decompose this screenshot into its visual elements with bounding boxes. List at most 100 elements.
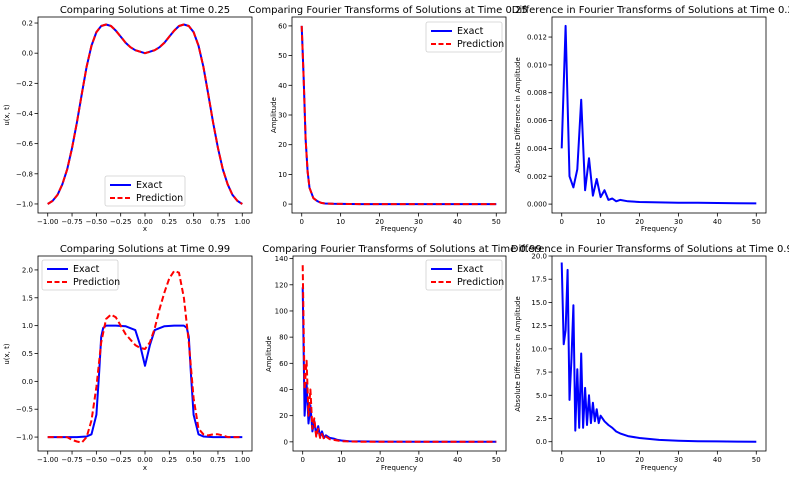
legend: Exact Prediction bbox=[41, 259, 120, 291]
panel-fourier-t099: Comparing Fourier Transforms of Solution… bbox=[262, 244, 541, 472]
y-axis-label: Amplitude bbox=[265, 336, 273, 372]
y-axis-label: u(x, t) bbox=[3, 104, 11, 126]
x-tick-label: −0.50 bbox=[86, 218, 107, 226]
y-tick-label: −1.0 bbox=[16, 200, 33, 208]
y-tick-label: 10 bbox=[278, 171, 287, 179]
y-tick-label: −0.6 bbox=[16, 140, 34, 148]
panel-difference-t025: Difference in Fourier Transforms of Solu… bbox=[512, 5, 789, 233]
y-tick-label: 60 bbox=[279, 360, 288, 368]
y-tick-label: 20 bbox=[278, 141, 287, 149]
legend-label-prediction: Prediction bbox=[73, 277, 120, 288]
x-tick-label: 0.25 bbox=[162, 456, 178, 464]
x-tick-label: 40 bbox=[713, 456, 722, 464]
x-axis-label: x bbox=[143, 464, 147, 472]
axes-frame bbox=[551, 16, 767, 214]
x-tick-label: 20 bbox=[376, 456, 385, 464]
panel-title: Comparing Solutions at Time 0.25 bbox=[60, 5, 230, 16]
x-tick-label: 30 bbox=[674, 218, 683, 226]
x-tick-label: 40 bbox=[453, 218, 462, 226]
panel-title: Difference in Fourier Transforms of Solu… bbox=[511, 244, 789, 255]
series-line-difference bbox=[560, 24, 757, 205]
y-tick-label: 5.0 bbox=[536, 392, 547, 400]
panel-fourier-t025: Comparing Fourier Transforms of Solution… bbox=[248, 5, 527, 233]
y-tick-label: 0.006 bbox=[527, 117, 548, 125]
y-axis-label: Absolute Difference in Amplitude bbox=[514, 296, 522, 412]
x-tick-label: 10 bbox=[596, 218, 605, 226]
y-tick-label: 15.0 bbox=[531, 299, 547, 307]
legend-label-exact: Exact bbox=[457, 26, 484, 37]
y-tick-label: 20.0 bbox=[531, 253, 547, 261]
y-tick-label: 20 bbox=[279, 412, 288, 420]
series-line-prediction bbox=[47, 270, 243, 444]
y-tick-label: 0.2 bbox=[22, 20, 33, 28]
x-tick-label: 30 bbox=[414, 218, 423, 226]
legend-label-exact: Exact bbox=[457, 264, 484, 275]
y-tick-label: 100 bbox=[275, 307, 288, 315]
y-tick-label: 1.0 bbox=[22, 322, 33, 330]
y-tick-label: 12.5 bbox=[531, 322, 547, 330]
x-tick-label: −0.75 bbox=[61, 218, 82, 226]
x-tick-label: 40 bbox=[453, 456, 462, 464]
x-axis-label: x bbox=[143, 225, 147, 233]
x-tick-label: 50 bbox=[492, 456, 501, 464]
x-tick-label: 0.75 bbox=[210, 456, 226, 464]
y-tick-label: −0.8 bbox=[16, 170, 33, 178]
y-tick-label: −0.2 bbox=[16, 80, 33, 88]
y-tick-label: 0.004 bbox=[527, 145, 548, 153]
y-tick-label: 1.5 bbox=[22, 294, 33, 302]
y-tick-label: 0.010 bbox=[527, 61, 547, 69]
panel-title: Comparing Fourier Transforms of Solution… bbox=[262, 244, 541, 255]
y-tick-label: 0.0 bbox=[536, 438, 547, 446]
x-tick-label: 10 bbox=[336, 218, 345, 226]
legend: Exact Prediction bbox=[425, 21, 504, 53]
y-tick-label: 0.002 bbox=[527, 173, 547, 181]
x-tick-label: 0.50 bbox=[186, 218, 202, 226]
y-tick-label: 0.0 bbox=[22, 378, 33, 386]
y-tick-label: 17.5 bbox=[531, 276, 547, 284]
x-tick-label: −0.25 bbox=[110, 456, 131, 464]
x-tick-label: 50 bbox=[752, 456, 761, 464]
x-tick-label: −0.75 bbox=[61, 456, 82, 464]
y-tick-label: 40 bbox=[278, 82, 287, 90]
y-tick-label: 60 bbox=[278, 22, 287, 30]
y-tick-label: 0.5 bbox=[22, 350, 33, 358]
y-tick-label: 80 bbox=[279, 334, 288, 342]
x-tick-label: 50 bbox=[492, 218, 501, 226]
axes-frame bbox=[292, 255, 507, 452]
x-tick-label: 0 bbox=[300, 456, 304, 464]
x-tick-label: 0.00 bbox=[137, 218, 153, 226]
x-tick-label: 1.00 bbox=[234, 218, 250, 226]
x-axis-label: Frequency bbox=[381, 225, 417, 233]
y-tick-label: 30 bbox=[278, 112, 287, 120]
y-tick-label: 0.012 bbox=[527, 34, 547, 42]
panel-title: Comparing Fourier Transforms of Solution… bbox=[248, 5, 527, 16]
legend-label-prediction: Prediction bbox=[457, 277, 504, 288]
panel-solution-t099: Comparing Solutions at Time 0.99 −1.00 −0… bbox=[3, 244, 253, 472]
x-axis-label: Frequency bbox=[381, 464, 417, 472]
y-tick-label: 0.008 bbox=[527, 89, 547, 97]
panel-title: Comparing Solutions at Time 0.99 bbox=[60, 244, 230, 255]
panel-title: Difference in Fourier Transforms of Solu… bbox=[512, 5, 789, 16]
axes-frame bbox=[551, 255, 767, 452]
y-tick-label: 10.0 bbox=[531, 345, 547, 353]
series-line-exact bbox=[300, 25, 497, 206]
legend-label-prediction: Prediction bbox=[136, 193, 183, 204]
series-line-prediction bbox=[301, 265, 497, 443]
x-tick-label: −0.50 bbox=[86, 456, 107, 464]
panel-difference-t099: Difference in Fourier Transforms of Solu… bbox=[511, 244, 789, 472]
y-tick-label: −1.0 bbox=[16, 434, 33, 442]
x-tick-label: 0 bbox=[559, 218, 563, 226]
y-axis-label: u(x, t) bbox=[3, 343, 11, 365]
x-tick-label: 50 bbox=[752, 218, 761, 226]
x-tick-label: 0 bbox=[559, 456, 563, 464]
y-tick-label: 7.5 bbox=[536, 369, 547, 377]
y-tick-label: 0 bbox=[283, 201, 287, 209]
y-tick-label: −0.4 bbox=[16, 110, 34, 118]
x-tick-label: 20 bbox=[375, 218, 384, 226]
y-tick-label: 0.0 bbox=[22, 50, 33, 58]
y-tick-label: 0 bbox=[284, 438, 288, 446]
x-tick-label: 40 bbox=[713, 218, 722, 226]
x-tick-label: −0.25 bbox=[110, 218, 131, 226]
x-tick-label: −1.00 bbox=[37, 218, 58, 226]
